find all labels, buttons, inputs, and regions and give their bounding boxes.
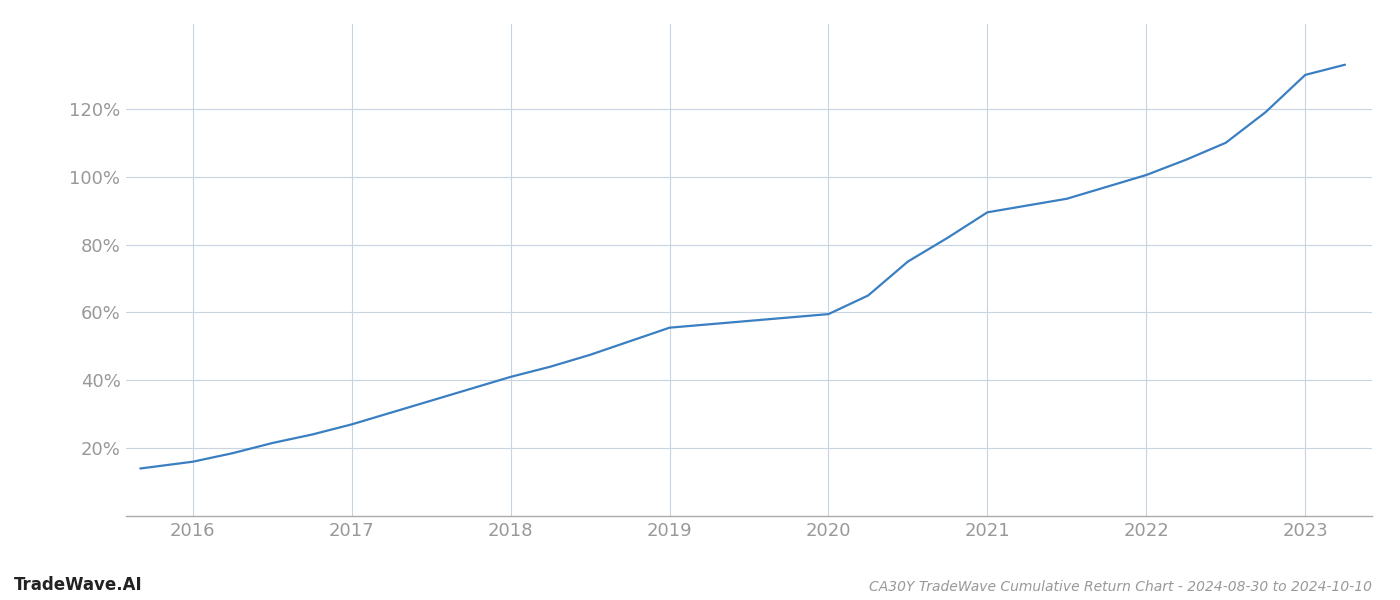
Text: CA30Y TradeWave Cumulative Return Chart - 2024-08-30 to 2024-10-10: CA30Y TradeWave Cumulative Return Chart … bbox=[869, 580, 1372, 594]
Text: TradeWave.AI: TradeWave.AI bbox=[14, 576, 143, 594]
